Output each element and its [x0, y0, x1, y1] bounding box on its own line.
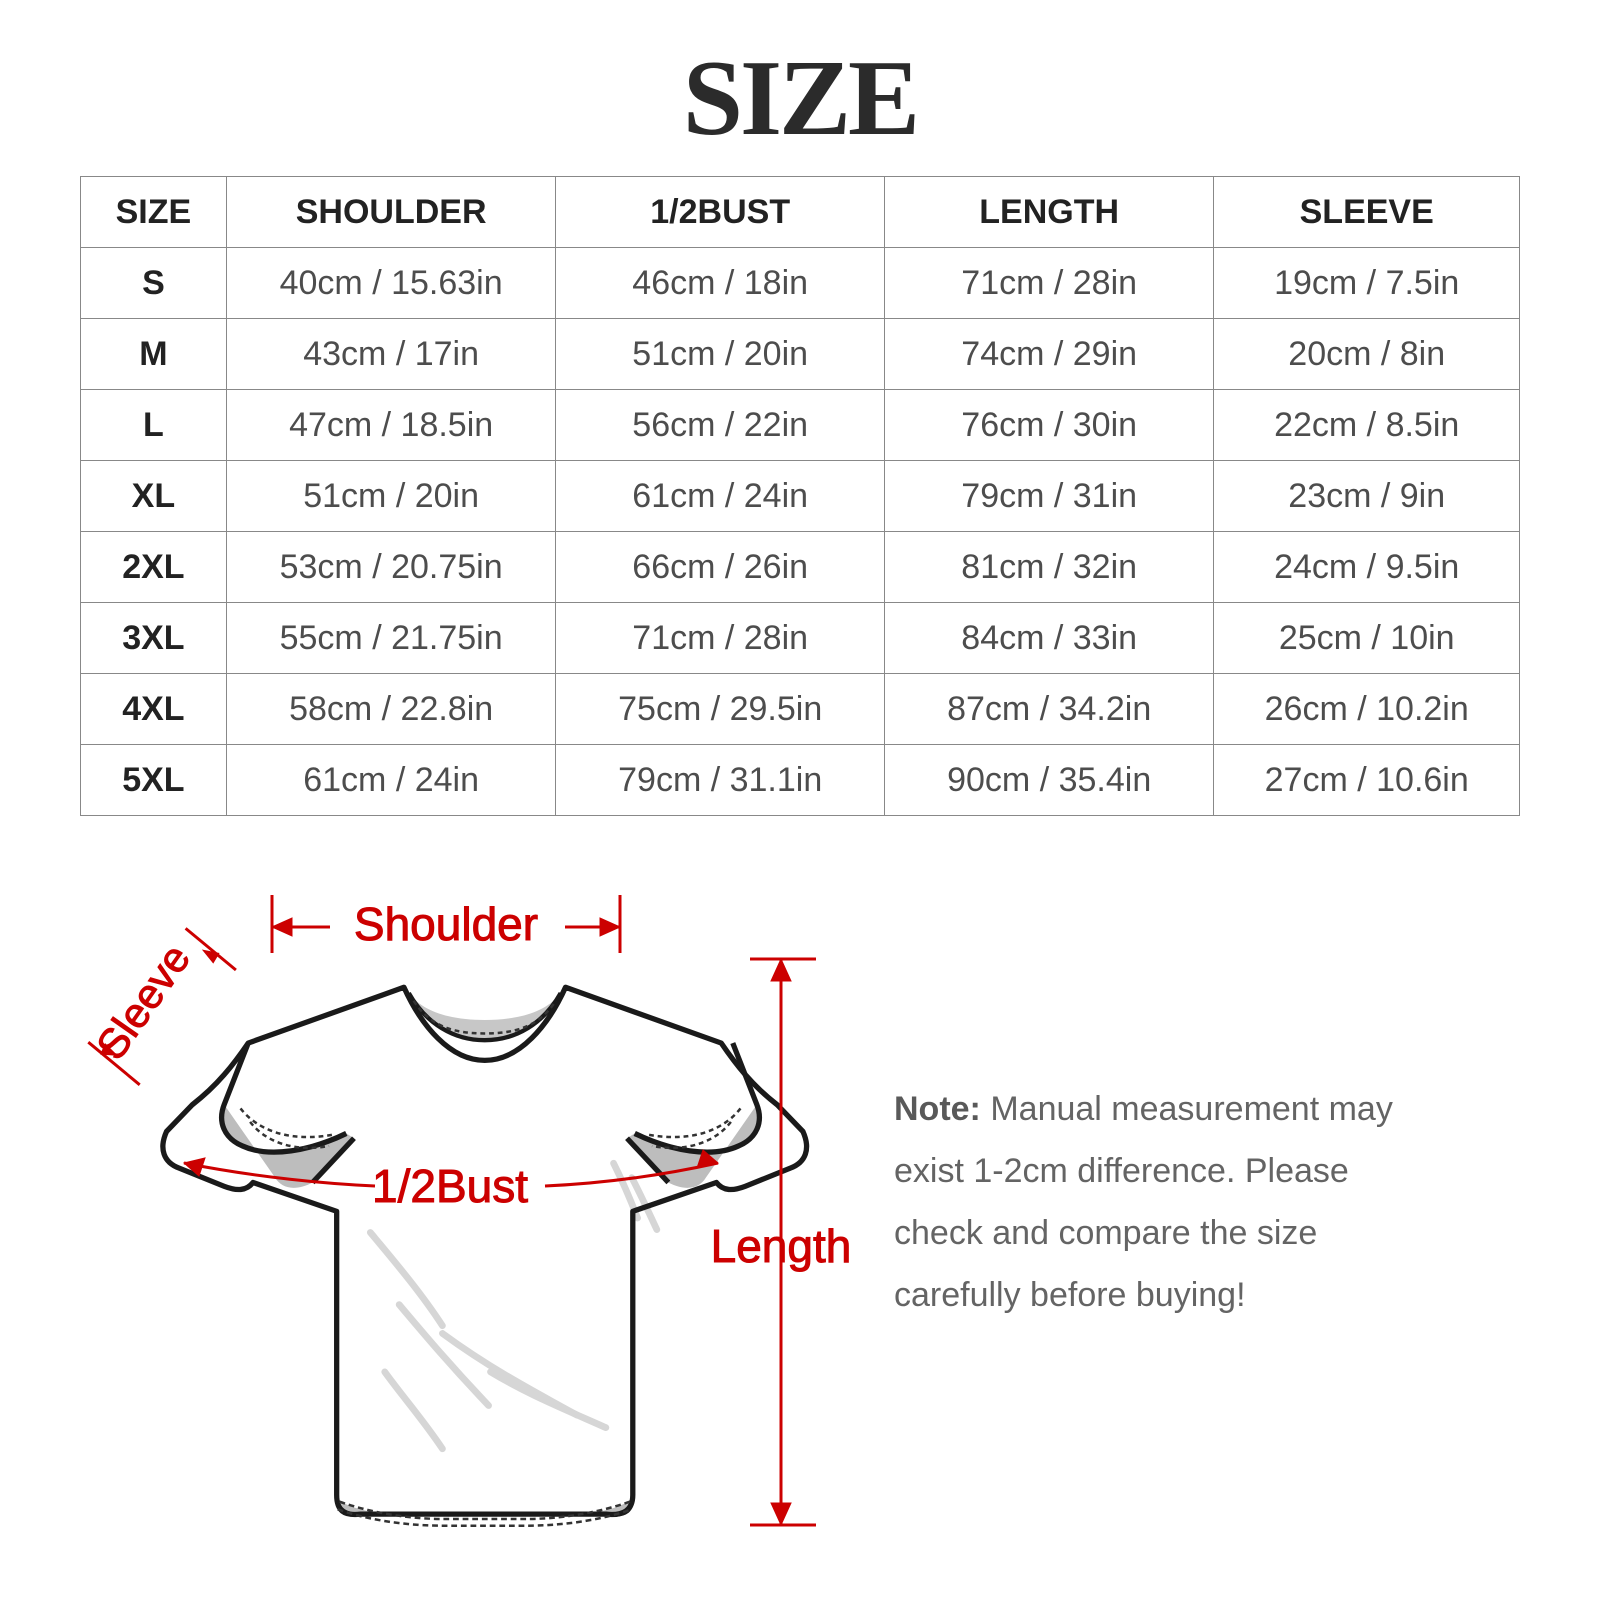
svg-text:1/2Bust: 1/2Bust [372, 1160, 528, 1212]
svg-text:Sleeve: Sleeve [87, 936, 199, 1068]
svg-text:Length: Length [711, 1220, 852, 1272]
svg-text:Shoulder: Shoulder [354, 898, 538, 950]
